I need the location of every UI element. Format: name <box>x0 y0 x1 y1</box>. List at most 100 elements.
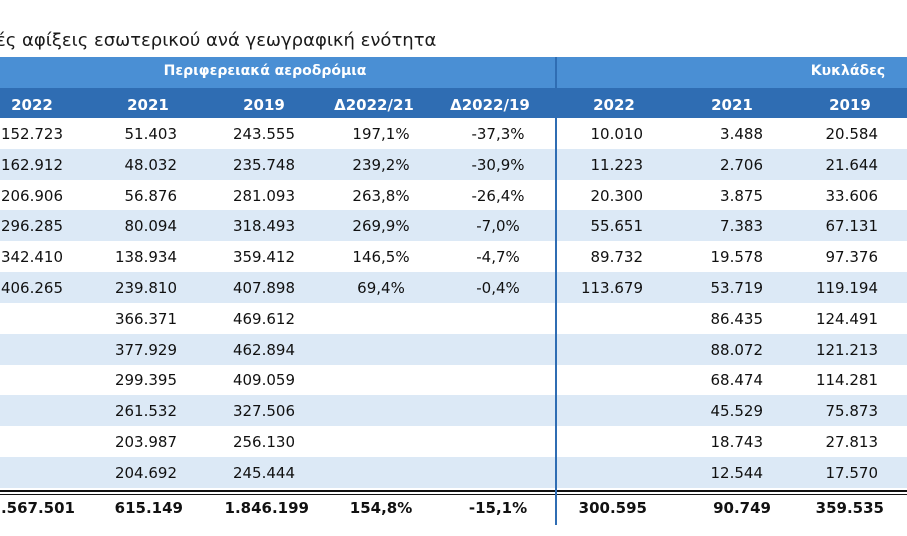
table-cell: 261.532 <box>114 402 177 421</box>
table-cell: 56.876 <box>124 186 178 205</box>
total-cell: 615.149 <box>114 499 183 517</box>
table-cell: 3.488 <box>720 125 763 143</box>
table-cell: 296.285 <box>0 217 63 236</box>
table-cell: 256.130 <box>232 433 295 451</box>
table-cell: 12.544 <box>710 463 764 482</box>
total-divider <box>0 494 907 495</box>
table-row: 299.395 409.059 68.474 114.281 <box>0 364 907 395</box>
table-cell: 263,8% <box>352 186 410 205</box>
table-row: 162.912 48.032 235.748 239,2% -30,9% 11.223 2.… <box>0 148 907 180</box>
table-cell: 377.929 <box>114 340 177 359</box>
table-cell: -7,0% <box>476 217 520 236</box>
table-cell: 239,2% <box>352 155 410 174</box>
table-row: 296.285 80.094 318.493 269,9% -7,0% 55.651 7.3… <box>0 210 907 242</box>
table-cell: 318.493 <box>232 217 295 236</box>
group-label-regional: Περιφερειακά αεροδρόμια <box>163 63 367 79</box>
total-cell: 300.595 <box>578 499 647 517</box>
table-title: ές αφίξεις εσωτερικού ανά γεωγραφική ενό… <box>0 30 437 51</box>
table-cell: 17.570 <box>825 463 879 482</box>
table-cell: 80.094 <box>124 217 178 236</box>
table-cell: 67.131 <box>825 217 879 236</box>
table-cell: 124.491 <box>815 309 878 328</box>
table-cell: 138.934 <box>114 248 177 267</box>
table-cell: 407.898 <box>232 279 295 297</box>
table-cell: 55.651 <box>590 217 644 236</box>
table-cell: -26,4% <box>471 186 525 205</box>
total-cell: -15,1% <box>468 499 528 517</box>
table-cell: 409.059 <box>232 371 295 390</box>
table-row: 203.987 256.130 18.743 27.813 <box>0 426 907 457</box>
table-cell: 20.300 <box>590 186 644 205</box>
table-row: 204.692 245.444 12.544 17.570 <box>0 456 907 488</box>
table-cell: 21.644 <box>825 155 879 174</box>
table-cell: 342.410 <box>0 248 63 267</box>
table-cell: 204.692 <box>114 463 177 482</box>
column-divider <box>555 57 557 525</box>
table-cell: 11.223 <box>590 155 644 174</box>
table-cell: 86.435 <box>710 309 764 328</box>
table-cell: 462.894 <box>232 340 295 359</box>
table-cell: 146,5% <box>352 248 410 267</box>
table-cell: 75.873 <box>825 402 879 421</box>
table-cell: 53.719 <box>710 279 764 297</box>
table-cell: 3.875 <box>720 186 763 205</box>
table-cell: 327.506 <box>232 402 295 421</box>
col-header: Δ2022/21 <box>334 96 414 114</box>
table-cell: -0,4% <box>476 279 520 297</box>
table-cell: 68.474 <box>710 371 764 390</box>
col-header: 2019 <box>829 96 871 114</box>
table-row: 152.723 51.403 243.555 197,1% -37,3% 10.010 3.… <box>0 118 907 149</box>
group-label-cyclades: Κυκλάδες <box>810 63 886 79</box>
total-cell: 154,8% <box>349 499 413 517</box>
table-cell: -37,3% <box>471 125 525 143</box>
col-header: 2022 <box>593 96 635 114</box>
table-cell: 20.584 <box>825 125 879 143</box>
table-cell: 366.371 <box>114 309 177 328</box>
col-header: 2022 <box>11 96 53 114</box>
total-cell: 359.535 <box>815 499 884 517</box>
table-cell: 7.383 <box>720 217 763 236</box>
total-cell: .567.501 <box>0 499 75 517</box>
table-cell: 469.612 <box>232 309 295 328</box>
table-cell: 18.743 <box>710 433 764 451</box>
table-cell: 10.010 <box>590 125 644 143</box>
table-cell: 2.706 <box>720 155 763 174</box>
table-cell: 69,4% <box>357 279 405 297</box>
table-cell: 45.529 <box>710 402 764 421</box>
table-cell: 239.810 <box>114 279 177 297</box>
table-cell: -4,7% <box>476 248 520 267</box>
total-cell: 1.846.199 <box>224 499 309 517</box>
table-cell: 203.987 <box>114 433 177 451</box>
table-cell: 19.578 <box>710 248 764 267</box>
table-cell: 114.281 <box>815 371 878 390</box>
table-cell: 206.906 <box>0 186 63 205</box>
table-cell: 152.723 <box>0 125 63 143</box>
col-header: Δ2022/19 <box>450 96 530 114</box>
total-divider <box>0 490 907 492</box>
table-cell: 97.376 <box>825 248 879 267</box>
table-cell: 197,1% <box>352 125 410 143</box>
table-cell: 281.093 <box>232 186 295 205</box>
total-cell: 90.749 <box>713 499 771 517</box>
table-cell: 359.412 <box>232 248 295 267</box>
table-cell: 245.444 <box>232 463 295 482</box>
table-cell: 88.072 <box>710 340 764 359</box>
table-cell: 51.403 <box>124 125 178 143</box>
table-row: 342.410 138.934 359.412 146,5% -4,7% 89.732 19… <box>0 241 907 272</box>
table-cell: 33.606 <box>825 186 879 205</box>
col-header: 2021 <box>711 96 753 114</box>
table-cell: 269,9% <box>352 217 410 236</box>
table-row: 377.929 462.894 88.072 121.213 <box>0 333 907 365</box>
table-cell: 299.395 <box>114 371 177 390</box>
table-row: 366.371 469.612 86.435 124.491 <box>0 303 907 334</box>
table-cell: 235.748 <box>232 155 295 174</box>
group-header-band <box>0 57 907 88</box>
table-cell: 162.912 <box>0 155 63 174</box>
table-row: 406.265 239.810 407.898 69,4% -0,4% 113.679 53… <box>0 272 907 303</box>
table-cell: 243.555 <box>232 125 295 143</box>
table-cell: 27.813 <box>825 433 879 451</box>
col-header: 2021 <box>127 96 169 114</box>
table-cell: 89.732 <box>590 248 644 267</box>
table-row: 261.532 327.506 45.529 75.873 <box>0 395 907 427</box>
table-cell: 119.194 <box>815 279 878 297</box>
